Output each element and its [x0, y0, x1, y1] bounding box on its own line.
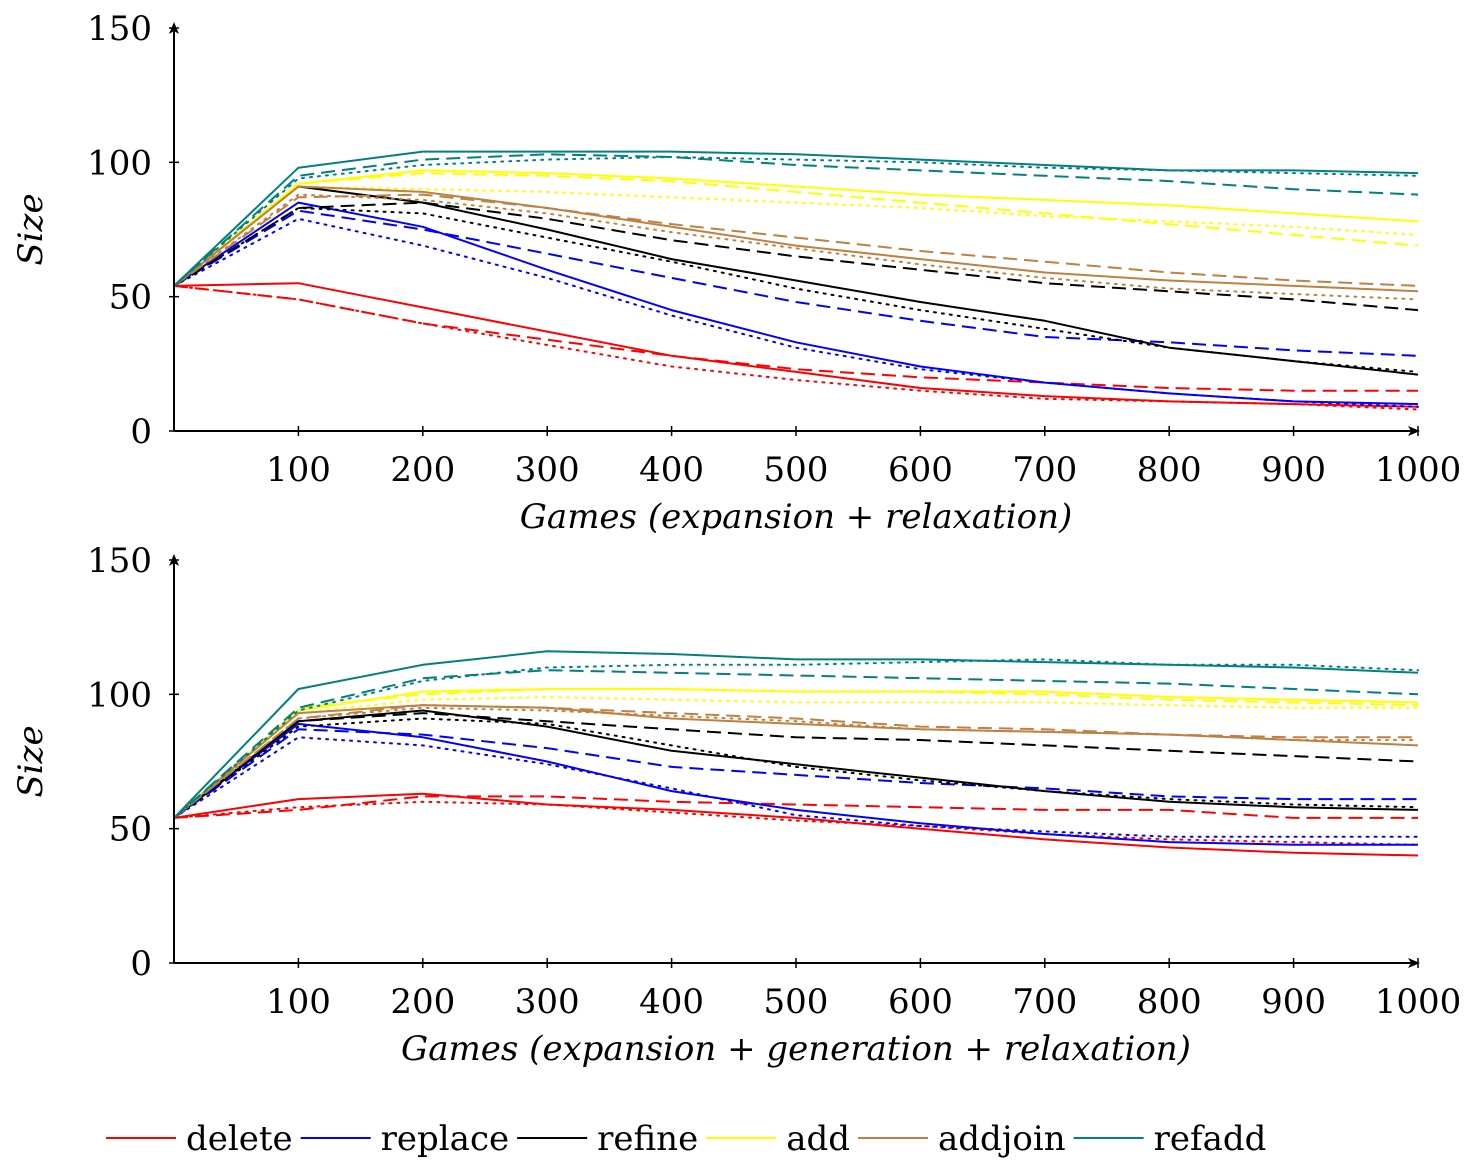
y-tick-label: 150: [87, 9, 152, 49]
y-tick-label: 100: [87, 675, 152, 715]
y-tick-label: 150: [87, 541, 152, 581]
x-tick-label: 500: [764, 982, 829, 1022]
x-tick-label: 100: [266, 982, 331, 1022]
x-tick-label: 800: [1137, 982, 1202, 1022]
x-tick-label: 700: [1012, 982, 1077, 1022]
series-line-refine-solid: [173, 709, 1419, 819]
series-line-refine-dashed: [173, 712, 1419, 819]
series-line-refadd-solid: [173, 650, 1419, 819]
x-tick-label: 300: [515, 450, 580, 490]
legend: delete replace refine add addjoin refadd: [106, 1119, 1266, 1159]
series-line-refine-dashed: [173, 201, 1419, 312]
series-line-refadd-dashed: [173, 153, 1419, 287]
y-tick-label: 100: [87, 143, 152, 183]
y-tick-label: 50: [109, 278, 152, 318]
x-tick-label: 200: [390, 982, 455, 1022]
series-line-addjoin-solid: [173, 185, 1419, 293]
y-axis-title: Size: [11, 193, 51, 265]
x-axis-title: Games (expansion + generation + relaxati…: [401, 1029, 1191, 1069]
series-line-refine-dotted: [173, 207, 1419, 373]
x-tick-label: 700: [1012, 450, 1077, 490]
series-line-replace-dashed: [173, 728, 1418, 819]
x-tick-label: 500: [764, 450, 829, 490]
series-line-addjoin-dotted: [173, 706, 1419, 819]
series-line-add-dotted: [173, 185, 1419, 287]
y-tick-label: 0: [130, 944, 152, 984]
x-tick-label: 400: [639, 982, 704, 1022]
series-line-addjoin-dashed: [173, 193, 1419, 287]
legend-label-refine: refine: [597, 1119, 698, 1159]
x-tick-label: 1000: [1375, 982, 1462, 1022]
legend-label-refadd: refadd: [1154, 1119, 1267, 1159]
legend-label-add: add: [786, 1119, 850, 1159]
y-axis-title: Size: [11, 725, 51, 797]
series-line-replace-dotted: [173, 217, 1419, 408]
series-line-replace-solid: [173, 201, 1419, 406]
series-line-refadd-dotted: [173, 156, 1419, 287]
series-line-replace-dotted: [173, 736, 1419, 838]
series-line-delete-solid: [173, 792, 1419, 857]
x-tick-label: 400: [639, 450, 704, 490]
series-line-delete-dotted: [173, 284, 1419, 411]
legend-label-addjoin: addjoin: [938, 1119, 1066, 1159]
x-tick-label: 600: [888, 450, 953, 490]
x-tick-label: 1000: [1375, 450, 1462, 490]
y-tick-label: 50: [109, 810, 152, 850]
chart-top: 100 200 300 400 500 600 700 800 900 1000 0 50 100 150…: [11, 9, 1461, 537]
series-line-add-dashed: [173, 688, 1419, 819]
series-line-delete-solid: [173, 282, 1419, 408]
x-tick-label: 100: [266, 450, 331, 490]
chart-bottom: 100 200 300 400 500 600 700 800 900 1000 0 50 100 150…: [11, 541, 1461, 1069]
x-axis-title: Games (expansion + relaxation): [520, 497, 1072, 537]
x-tick-label: 900: [1261, 982, 1326, 1022]
series-line-refadd-dotted: [173, 658, 1419, 819]
series-line-addjoin-dotted: [173, 193, 1419, 301]
series-line-refine-dotted: [173, 717, 1419, 819]
x-tick-label: 300: [515, 982, 580, 1022]
series-line-delete-dashed: [173, 795, 1418, 819]
legend-label-delete: delete: [186, 1119, 293, 1159]
legend-label-replace: replace: [381, 1119, 509, 1159]
x-tick-label: 900: [1261, 450, 1326, 490]
series-line-add-dashed: [173, 172, 1419, 287]
series-line-replace-dashed: [173, 209, 1419, 357]
series-line-refadd-solid: [173, 150, 1419, 287]
series-line-refadd-dashed: [173, 669, 1419, 819]
x-tick-label: 200: [390, 450, 455, 490]
series-line-delete-dotted: [173, 800, 1419, 846]
x-tick-label: 800: [1137, 450, 1202, 490]
series-line-add-solid: [173, 169, 1419, 287]
y-tick-label: 0: [130, 412, 152, 452]
x-tick-label: 600: [888, 982, 953, 1022]
